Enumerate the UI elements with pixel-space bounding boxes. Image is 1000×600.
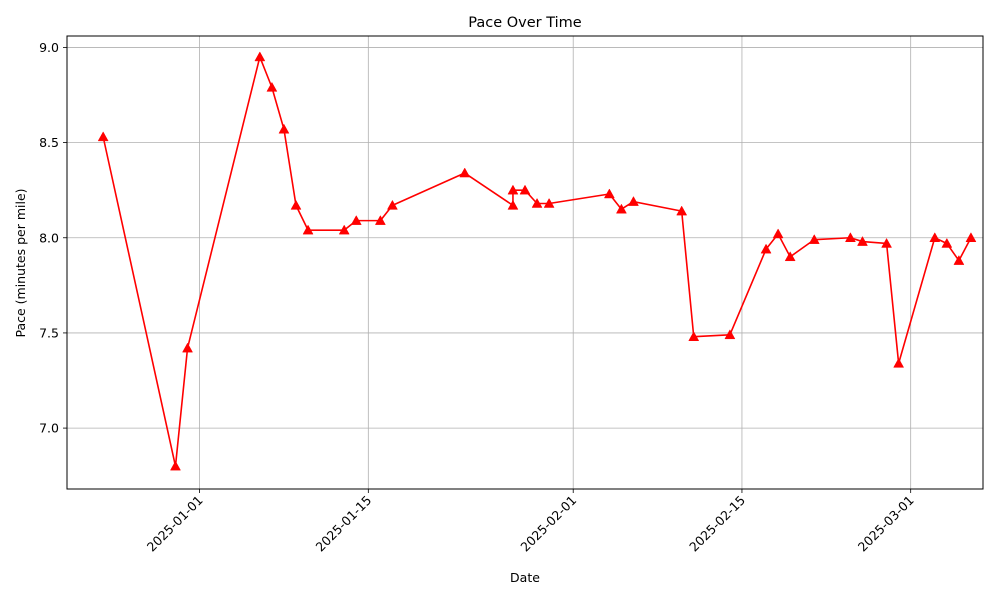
data-point-marker [459,167,471,178]
data-point-marker [929,232,941,243]
chart-title: Pace Over Time [468,15,582,31]
data-point-marker [254,51,266,62]
data-point-marker [941,237,953,248]
y-tick-label: 8.0 [39,230,59,245]
data-point-marker [170,460,181,471]
x-tick-label: 2025-01-15 [312,493,374,555]
data-point-marker [857,236,868,246]
data-point-marker [543,197,555,208]
data-point-marker [760,243,772,254]
x-tick-label: 2025-02-01 [517,493,579,555]
y-tick-label: 7.0 [39,421,59,436]
data-point-marker [374,215,386,225]
y-axis-label: Pace (minutes per mile) [13,188,28,337]
data-point-marker [688,331,700,341]
data-point-marker [724,329,736,340]
data-point-marker [266,81,278,92]
data-point-marker [784,251,796,262]
x-tick-label: 2025-01-01 [144,493,206,555]
data-point-marker [350,215,362,225]
x-axis-label: Date [510,570,540,585]
x-tick-label: 2025-03-01 [855,493,917,555]
plot-frame [66,35,984,490]
data-point-marker [386,199,398,210]
y-tick-label: 7.5 [39,325,59,340]
series-line-layer [102,56,972,467]
data-point-marker [519,184,531,195]
data-point-marker [97,131,109,142]
x-tick-label: 2025-02-15 [686,493,748,555]
data-point-marker [278,123,290,134]
y-tick-label: 8.5 [39,135,59,150]
data-point-marker [881,237,893,248]
data-point-marker [182,342,193,353]
data-point-marker [507,184,519,195]
data-point-marker [893,357,905,368]
data-point-marker [965,232,977,243]
y-axis-ticks: 7.0 7.5 8.0 8.5 9.0 [39,40,67,436]
data-point-marker [844,232,856,243]
x-axis-ticks: 2025-01-01 2025-01-15 2025-02-01 2025-02-15… [144,489,917,554]
y-tick-label: 9.0 [39,40,59,55]
data-point-marker [953,255,965,265]
grid [67,36,983,489]
data-point-marker [628,196,639,206]
data-point-marker [302,224,314,235]
data-point-marker [615,203,627,214]
series-line [102,56,972,467]
data-point-marker [676,205,688,216]
data-point-marker [603,188,615,199]
data-point-marker [531,197,543,208]
series-markers [97,51,977,471]
data-point-marker [808,234,820,244]
data-point-marker [772,228,784,239]
data-point-marker [290,199,302,210]
data-point-marker [507,199,519,210]
data-point-marker [338,224,350,235]
